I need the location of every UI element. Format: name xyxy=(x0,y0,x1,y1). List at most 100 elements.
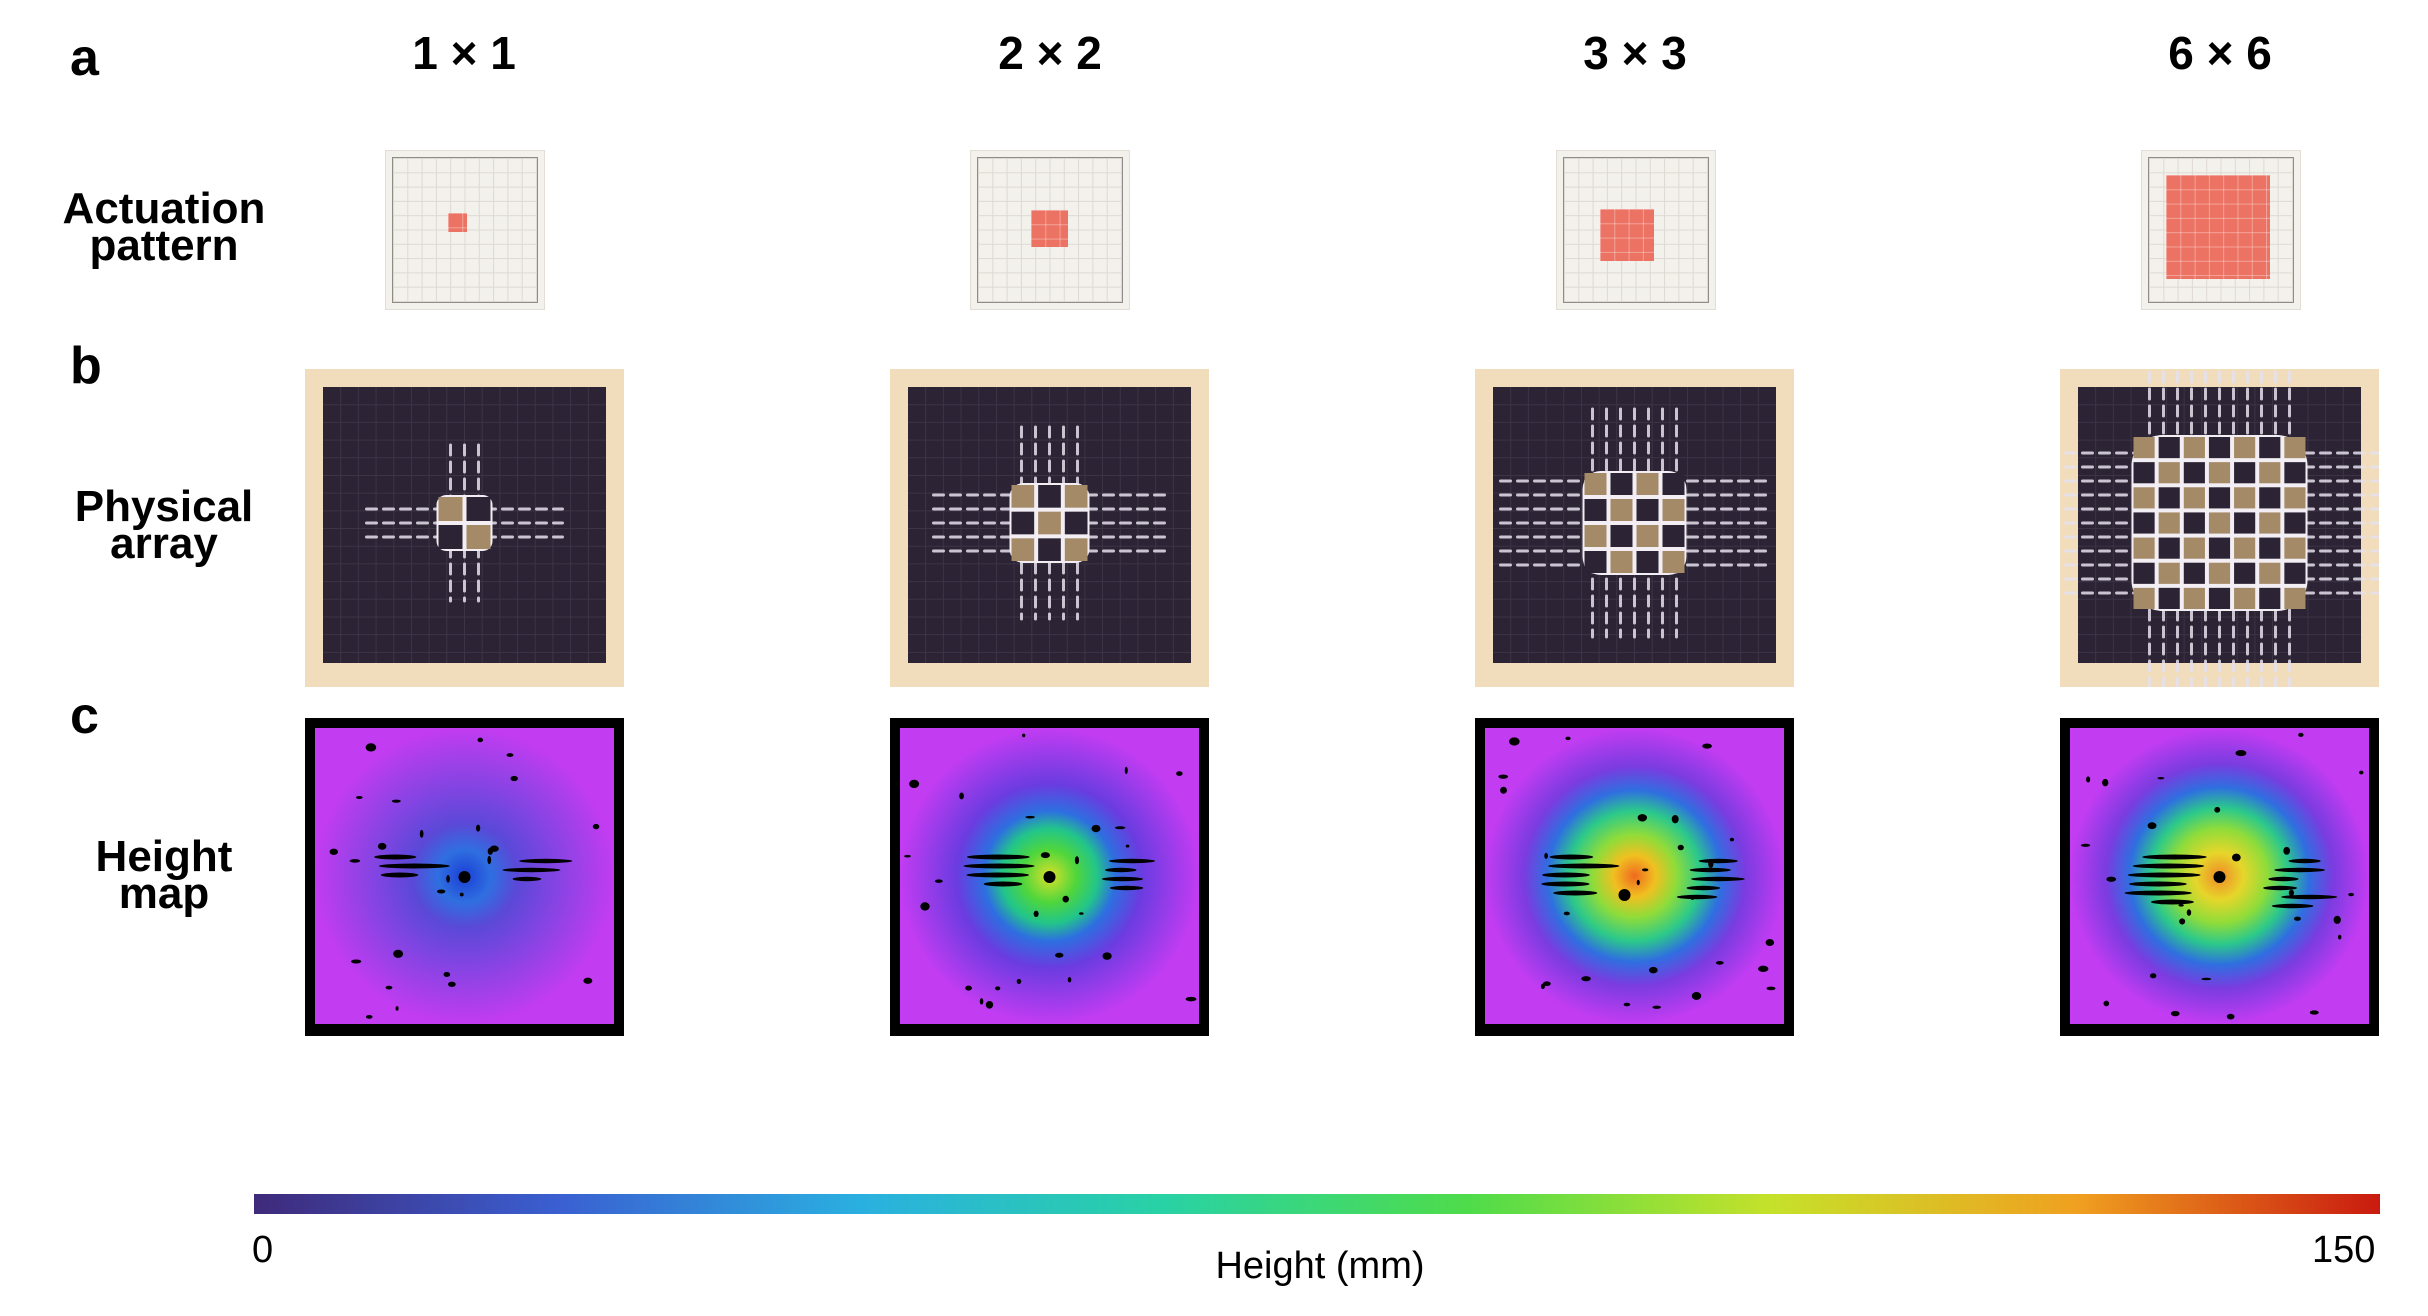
height-map-image xyxy=(900,728,1199,1024)
panel-letter-b: b xyxy=(70,337,102,395)
raised-tile xyxy=(1662,525,1685,547)
column-title-1x1: 1 × 1 xyxy=(412,27,516,79)
panel-letter-c: c xyxy=(70,687,99,745)
row-label-physical-array: Physical array xyxy=(14,482,314,568)
column-title-2x2: 2 × 2 xyxy=(998,27,1102,79)
column-title-3x3: 3 × 3 xyxy=(1583,27,1687,79)
raised-tile xyxy=(466,525,491,549)
raised-tile xyxy=(2183,512,2205,534)
raised-tile xyxy=(2158,462,2180,484)
raised-tile xyxy=(2234,587,2256,609)
raised-tile xyxy=(2183,462,2205,484)
physical-array-image xyxy=(2060,369,2379,687)
height-map-image xyxy=(2070,728,2369,1024)
height-map-image xyxy=(315,728,614,1024)
raised-tile xyxy=(1610,473,1633,495)
actuation-pattern-6x6 xyxy=(2141,150,2301,310)
physical-array-image xyxy=(305,369,624,687)
raised-tile xyxy=(2208,512,2231,534)
physical-array-photo-6x6 xyxy=(2060,369,2379,687)
raised-tile xyxy=(2133,562,2155,584)
missing-data-holes xyxy=(904,733,1197,1009)
height-map-image xyxy=(1485,728,1784,1024)
colorbar-axis-label: Height (mm) xyxy=(1215,1245,1425,1287)
colorbar-min-label: 0 xyxy=(252,1229,274,1271)
raised-tile xyxy=(1636,473,1659,495)
raised-tile xyxy=(2208,462,2231,484)
raised-tile xyxy=(1038,511,1061,535)
raised-tile xyxy=(2284,462,2306,484)
raised-tile xyxy=(1011,511,1035,535)
height-surface xyxy=(1485,728,1784,1024)
raised-tile xyxy=(1636,551,1659,573)
missing-data-holes xyxy=(1498,736,1776,1009)
raised-tile xyxy=(1662,499,1685,521)
raised-tile xyxy=(1636,499,1659,521)
raised-tile xyxy=(2133,462,2155,484)
raised-tile xyxy=(1610,551,1633,573)
raised-tile xyxy=(2259,512,2281,534)
raised-tile xyxy=(1662,551,1685,573)
height-map-6x6 xyxy=(2060,718,2379,1036)
actuation-pattern-3x3 xyxy=(1556,150,1716,310)
actuated-cells xyxy=(1031,210,1068,247)
missing-data-holes xyxy=(2080,732,2364,1020)
raised-tile xyxy=(2208,487,2231,509)
raised-tile xyxy=(2158,437,2180,459)
raised-tile xyxy=(2234,487,2256,509)
raised-tile xyxy=(2259,437,2281,459)
row-label-height-map: Height map xyxy=(14,832,314,918)
row-label-line: Height xyxy=(95,832,233,881)
raised-tile xyxy=(2158,562,2180,584)
physical-array-photo-2x2 xyxy=(890,369,1209,687)
column-title-6x6: 6 × 6 xyxy=(2168,27,2272,79)
raised-tile xyxy=(2259,562,2281,584)
row-label-line: array xyxy=(110,519,218,568)
raised-tile xyxy=(1584,499,1607,521)
raised-tile xyxy=(2284,537,2306,559)
raised-tile xyxy=(1610,525,1633,547)
row-label-line: Actuation xyxy=(62,184,266,233)
actuated-cells xyxy=(2166,175,2270,279)
raised-tile xyxy=(2133,487,2155,509)
height-map-3x3 xyxy=(1475,718,1794,1036)
raised-tile xyxy=(438,525,463,549)
panel-letter-a: a xyxy=(70,29,99,87)
raised-tile xyxy=(2284,587,2306,609)
actuation-grid xyxy=(392,157,538,303)
height-map-2x2 xyxy=(890,718,1209,1036)
raised-tile xyxy=(2183,487,2205,509)
raised-tile xyxy=(1064,538,1088,561)
raised-tile xyxy=(2183,562,2205,584)
physical-array-photo-1x1 xyxy=(305,369,624,687)
raised-tile xyxy=(2208,562,2231,584)
height-colorbar xyxy=(254,1194,2380,1214)
raised-tile xyxy=(2158,487,2180,509)
raised-tile xyxy=(1064,485,1088,508)
raised-tile xyxy=(2234,537,2256,559)
actuated-cells xyxy=(1600,209,1654,261)
raised-tile xyxy=(1584,473,1607,495)
actuation-pattern-1x1 xyxy=(385,150,545,310)
row-label-line: Physical xyxy=(74,482,254,531)
crease-streaks xyxy=(1499,407,1770,639)
raised-tile xyxy=(2234,512,2256,534)
raised-tile xyxy=(2259,587,2281,609)
raised-tile xyxy=(2234,437,2256,459)
raised-tile xyxy=(2208,437,2231,459)
raised-tile xyxy=(1011,485,1035,508)
raised-tile xyxy=(2183,437,2205,459)
raised-tile xyxy=(2284,437,2306,459)
raised-tile xyxy=(1584,551,1607,573)
colorbar-max-label: 150 xyxy=(2312,1229,2376,1271)
raised-tile xyxy=(2133,587,2155,609)
missing-data-holes xyxy=(329,737,600,1019)
row-label-line: map xyxy=(118,869,210,918)
physical-array-image xyxy=(890,369,1209,687)
raised-tile xyxy=(2259,462,2281,484)
raised-tile xyxy=(2208,537,2231,559)
raised-tile xyxy=(2183,587,2205,609)
raised-tile xyxy=(438,497,463,521)
raised-tile xyxy=(2259,537,2281,559)
raised-tile xyxy=(1610,499,1633,521)
